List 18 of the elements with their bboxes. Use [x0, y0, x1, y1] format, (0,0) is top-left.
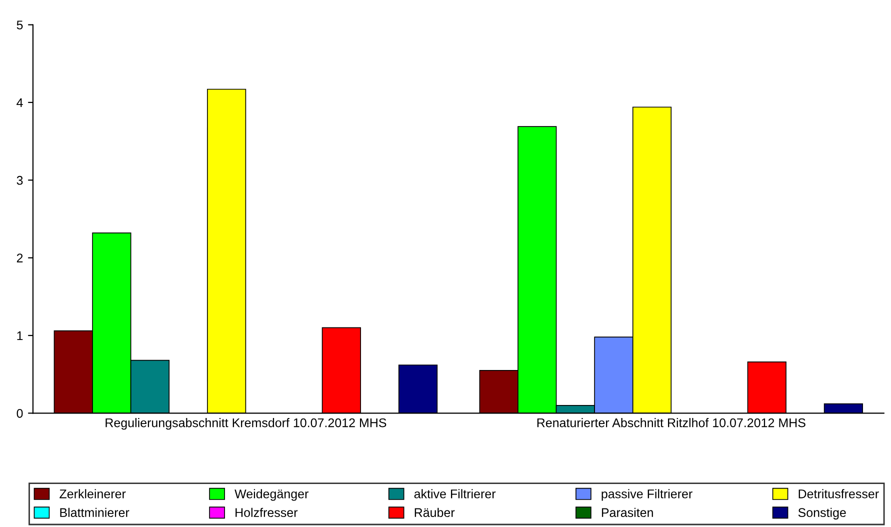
x-tick-label: Regulierungsabschnitt Kremsdorf 10.07.2012 MHS	[106, 418, 386, 430]
y-tick-label: 3	[16, 176, 23, 185]
legend-label: Weidegänger	[234, 489, 308, 501]
legend-label: Räuber	[414, 508, 455, 518]
legend-label: aktive Filtrierer	[414, 489, 496, 498]
legend-label: Sonstige	[798, 508, 846, 520]
legend-label: Detritusfresser	[798, 489, 879, 498]
legend-label: passive Filtrierer	[602, 489, 692, 501]
legend-label: Parasiten	[602, 508, 653, 518]
y-tick-label: 0	[16, 408, 23, 418]
y-tick-label: 2	[16, 254, 23, 262]
y-tick-label: 1	[17, 331, 23, 340]
legend-label: Blattminierer	[60, 508, 130, 518]
y-tick-label: 5	[16, 20, 23, 30]
x-tick-label: Renaturierter Abschnitt Ritzlhof 10.07.2012 MHS	[537, 418, 806, 428]
legend-label: Holzfresser	[236, 508, 298, 518]
legend-label: Zerkleinerer	[60, 489, 126, 498]
y-tick-label: 4	[16, 98, 23, 107]
